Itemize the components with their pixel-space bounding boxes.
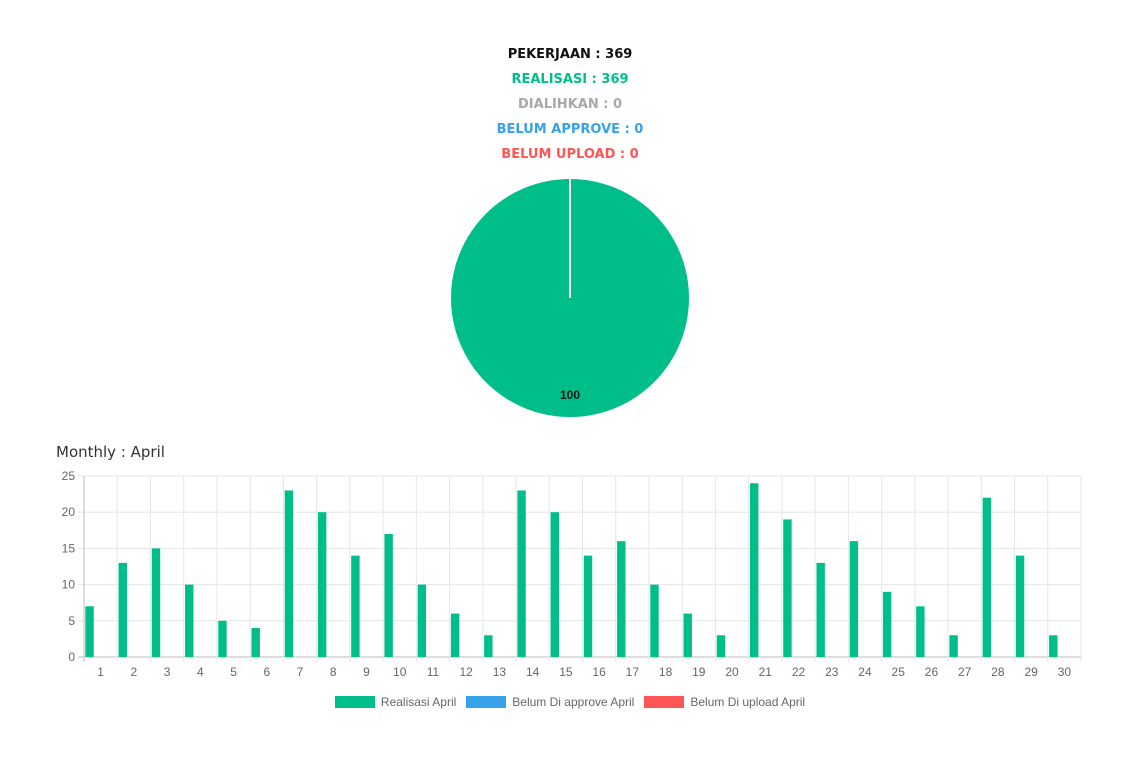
bar <box>750 483 759 657</box>
x-tick-label: 13 <box>493 665 507 679</box>
x-tick-label: 21 <box>759 665 773 679</box>
x-tick-label: 1 <box>97 665 104 679</box>
legend-swatch <box>334 696 375 708</box>
bar <box>218 620 227 657</box>
summary-stats: PEKERJAAN : 369 REALISASI : 369 DIALIHKA… <box>0 42 1140 167</box>
x-tick-label: 30 <box>1058 665 1072 679</box>
x-tick-label: 19 <box>692 665 706 679</box>
bar <box>185 584 194 657</box>
y-tick-label: 5 <box>68 614 75 628</box>
stat-belum-approve: BELUM APPROVE : 0 <box>496 122 644 137</box>
bar <box>284 490 294 657</box>
bar <box>849 541 859 657</box>
x-tick-label: 6 <box>263 665 270 679</box>
bar <box>384 533 393 657</box>
x-tick-label: 12 <box>460 665 474 679</box>
bar <box>118 562 127 657</box>
x-tick-label: 14 <box>526 665 540 679</box>
bar <box>650 584 659 657</box>
bar <box>716 635 726 657</box>
bar <box>450 613 460 657</box>
legend-label: Realisasi April <box>380 695 457 709</box>
x-tick-label: 25 <box>892 665 906 679</box>
legend-item[interactable]: Realisasi April <box>334 695 457 709</box>
bar <box>317 512 327 657</box>
x-tick-label: 4 <box>197 665 204 679</box>
x-tick-label: 15 <box>559 665 573 679</box>
pie-data-label: 100 <box>560 388 580 402</box>
bar <box>982 497 992 657</box>
bar <box>617 541 626 657</box>
x-tick-label: 26 <box>925 665 939 679</box>
bar <box>816 562 825 657</box>
stat-pekerjaan: PEKERJAAN : 369 <box>507 47 633 62</box>
y-tick-label: 25 <box>62 469 76 483</box>
x-tick-label: 8 <box>330 665 337 679</box>
y-tick-label: 10 <box>62 578 76 592</box>
x-tick-label: 16 <box>592 665 606 679</box>
legend-item[interactable]: Belum Di approve April <box>466 695 634 709</box>
bar <box>583 555 593 657</box>
x-tick-label: 2 <box>131 665 138 679</box>
pie-svg: 100 <box>451 179 689 417</box>
bar <box>882 591 892 657</box>
x-tick-label: 23 <box>825 665 839 679</box>
legend-label: Belum Di approve April <box>512 695 635 709</box>
x-tick-label: 3 <box>164 665 171 679</box>
x-tick-label: 27 <box>958 665 972 679</box>
x-tick-label: 5 <box>230 665 237 679</box>
x-tick-label: 28 <box>991 665 1005 679</box>
bar <box>351 555 360 657</box>
legend-swatch <box>644 696 685 708</box>
y-tick-label: 20 <box>62 505 76 519</box>
bar-legend: Realisasi April Belum Di approve April Bel… <box>0 695 1140 709</box>
legend-label: Belum Di upload April <box>690 695 806 709</box>
x-tick-label: 24 <box>858 665 872 679</box>
bar <box>949 635 958 657</box>
bar <box>550 512 560 657</box>
legend-swatch <box>466 696 507 708</box>
x-tick-label: 20 <box>725 665 739 679</box>
x-tick-label: 7 <box>297 665 304 679</box>
bar <box>417 584 427 657</box>
y-tick-label: 15 <box>62 541 76 555</box>
stat-dialihkan: DIALIHKAN : 0 <box>518 97 622 112</box>
y-tick-label: 0 <box>68 650 75 664</box>
bar <box>517 490 526 657</box>
bar <box>783 519 792 657</box>
legend-item[interactable]: Belum Di upload April <box>644 695 805 709</box>
x-tick-label: 22 <box>792 665 806 679</box>
x-tick-label: 11 <box>427 665 440 679</box>
bar <box>85 606 94 657</box>
bar <box>1015 555 1025 657</box>
pie-chart: 100 <box>449 177 691 419</box>
bar <box>1049 635 1058 657</box>
x-tick-label: 18 <box>659 665 673 679</box>
x-tick-label: 17 <box>626 665 640 679</box>
stat-belum-upload: BELUM UPLOAD : 0 <box>501 147 639 162</box>
monthly-title: Monthly : April <box>56 443 165 461</box>
x-tick-label: 10 <box>393 665 407 679</box>
bar <box>683 613 692 657</box>
bar <box>251 628 260 657</box>
bar <box>916 606 925 657</box>
x-tick-label: 29 <box>1024 665 1038 679</box>
bar <box>484 635 493 657</box>
bar <box>151 548 161 657</box>
x-tick-label: 9 <box>363 665 370 679</box>
stat-realisasi: REALISASI : 369 <box>511 72 629 87</box>
